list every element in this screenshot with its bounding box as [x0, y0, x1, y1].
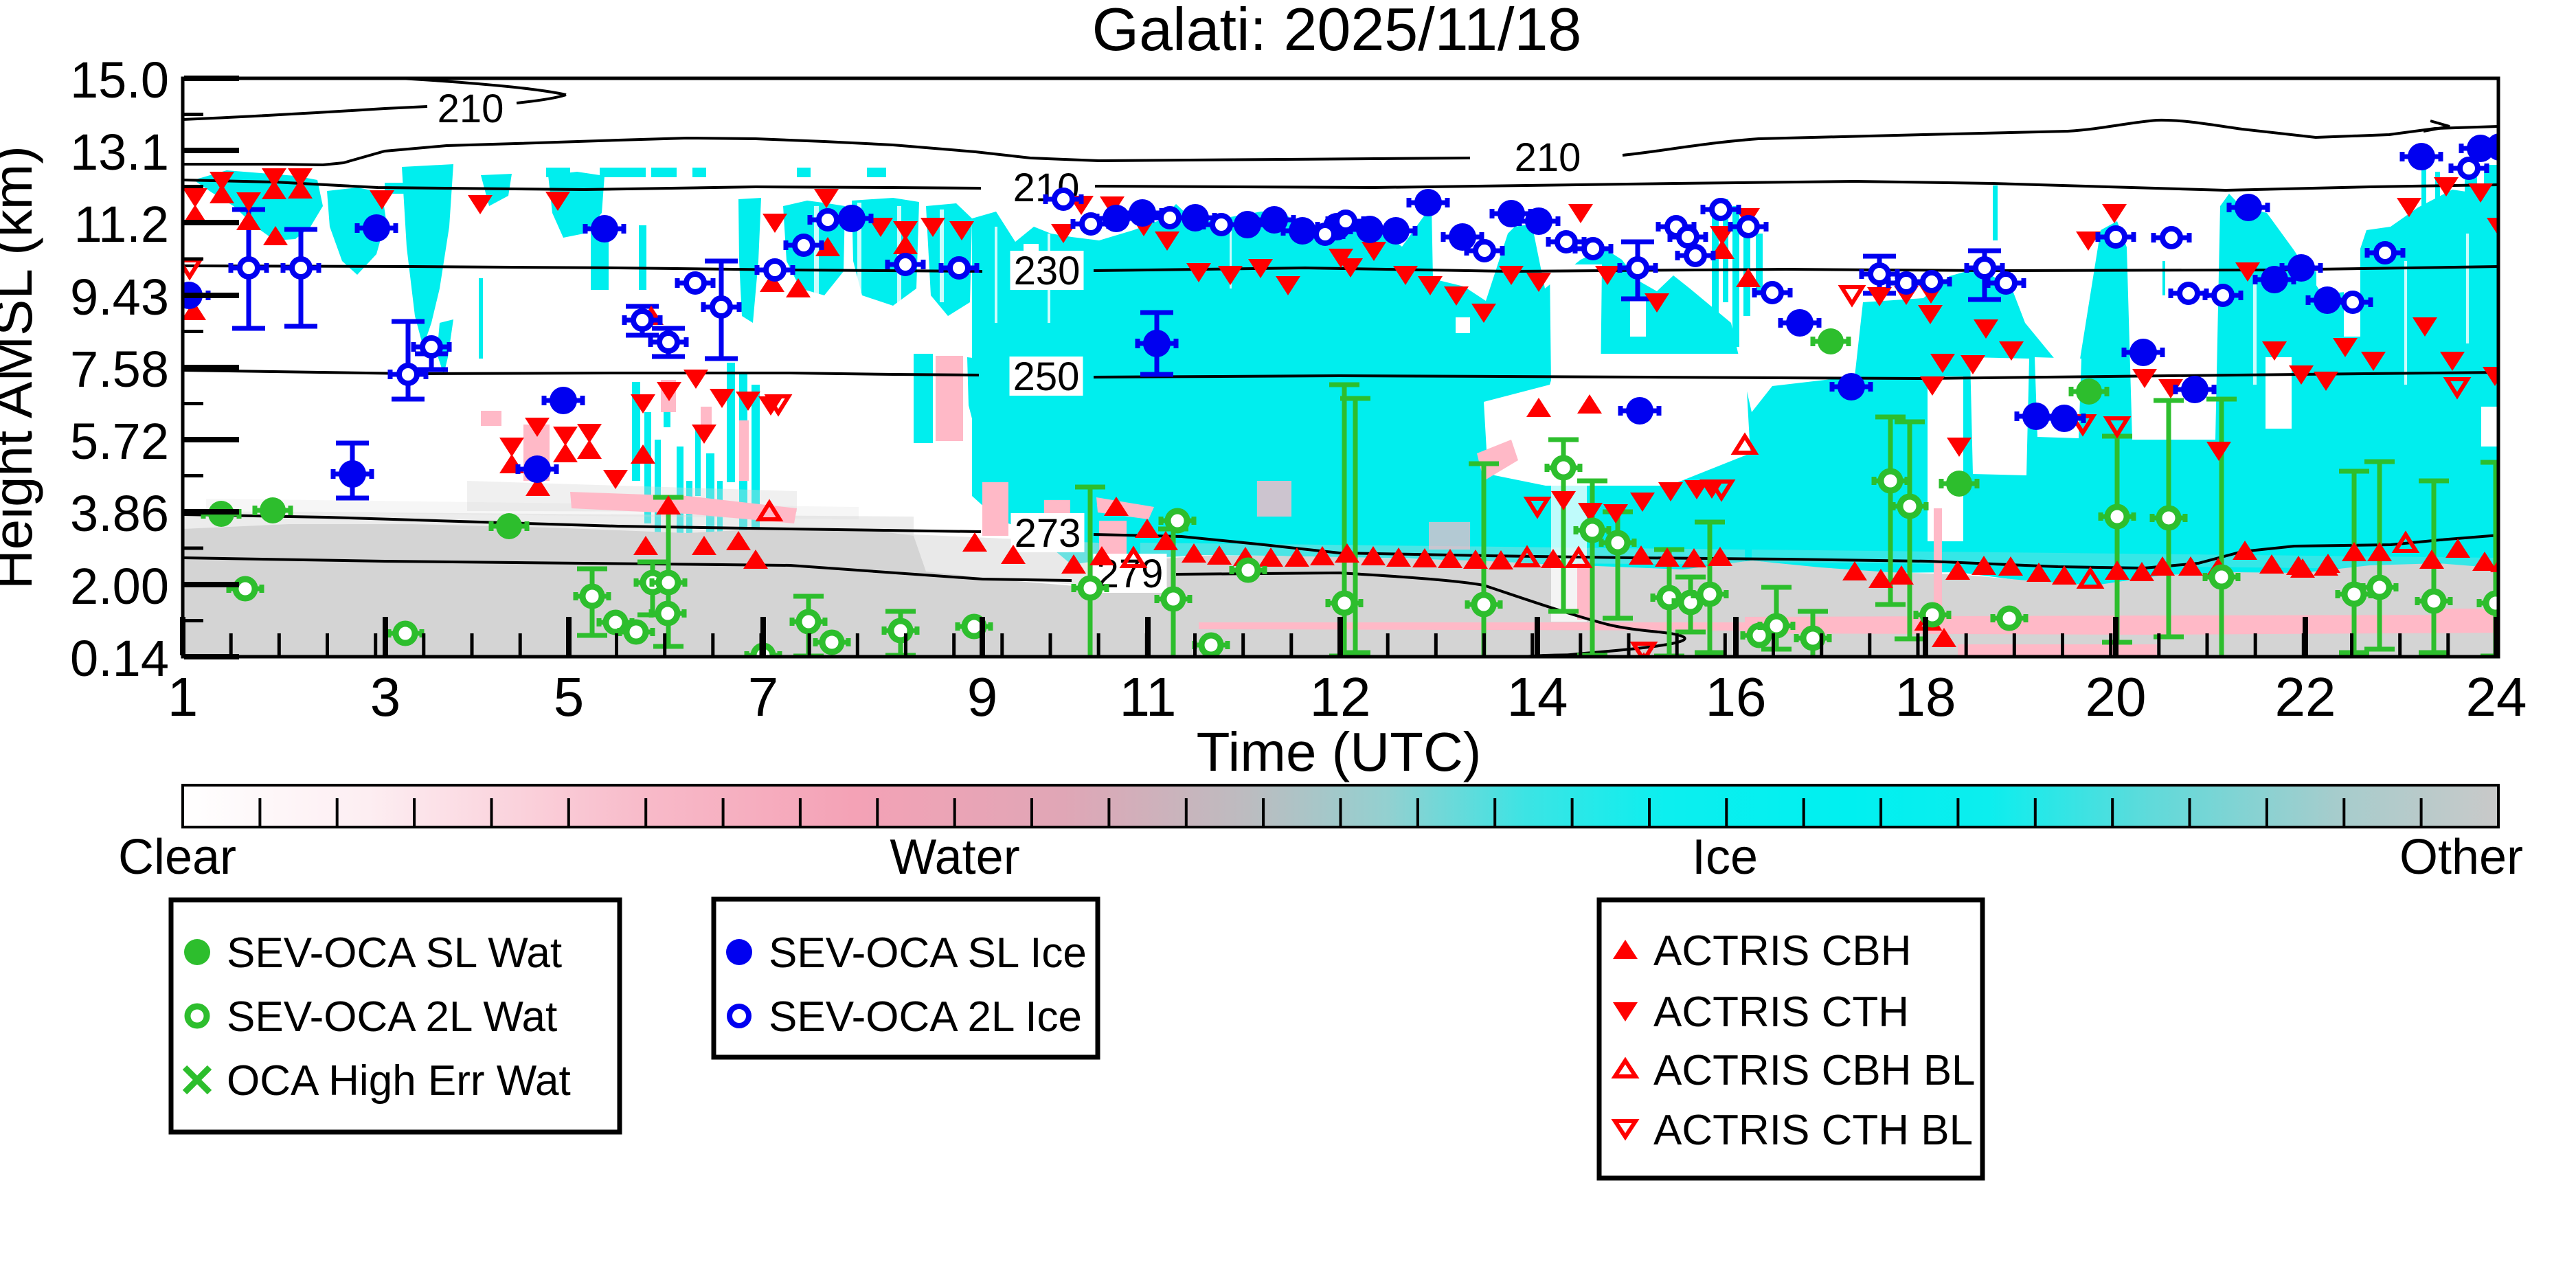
- svg-text:3: 3: [370, 666, 401, 727]
- svg-text:230: 230: [1014, 249, 1081, 293]
- svg-text:ACTRIS CBH: ACTRIS CBH: [1653, 927, 1911, 975]
- svg-text:18: 18: [1895, 666, 1956, 727]
- svg-text:13.1: 13.1: [70, 124, 169, 181]
- svg-text:0.14: 0.14: [70, 630, 169, 687]
- svg-text:2.00: 2.00: [70, 558, 169, 615]
- svg-text:15.0: 15.0: [70, 52, 169, 109]
- svg-text:1: 1: [168, 666, 199, 727]
- svg-text:11: 11: [1119, 666, 1176, 727]
- svg-text:16: 16: [1706, 666, 1767, 727]
- svg-text:Time (UTC): Time (UTC): [1197, 721, 1482, 782]
- svg-text:SEV-OCA 2L Ice: SEV-OCA 2L Ice: [769, 993, 1082, 1041]
- svg-text:273: 273: [1015, 511, 1081, 556]
- svg-text:ACTRIS CTH: ACTRIS CTH: [1653, 988, 1909, 1036]
- svg-text:SEV-OCA 2L Wat: SEV-OCA 2L Wat: [227, 993, 557, 1041]
- svg-text:5: 5: [554, 666, 585, 727]
- svg-text:Height AMSL (km): Height AMSL (km): [0, 146, 43, 589]
- svg-text:7.58: 7.58: [70, 341, 169, 398]
- svg-text:SEV-OCA SL Ice: SEV-OCA SL Ice: [769, 929, 1087, 977]
- svg-text:14: 14: [1507, 666, 1568, 727]
- svg-text:20: 20: [2086, 666, 2147, 727]
- svg-text:11.2: 11.2: [74, 196, 169, 253]
- svg-text:210: 210: [1515, 135, 1581, 180]
- svg-text:Water: Water: [890, 830, 1019, 885]
- svg-text:7: 7: [748, 666, 779, 727]
- svg-text:ACTRIS CTH BL: ACTRIS CTH BL: [1653, 1107, 1973, 1154]
- svg-text:22: 22: [2275, 666, 2336, 727]
- svg-text:9: 9: [967, 666, 998, 727]
- svg-text:Other: Other: [2399, 830, 2523, 885]
- svg-text:210: 210: [438, 87, 504, 131]
- svg-text:Ice: Ice: [1692, 830, 1758, 885]
- svg-text:ACTRIS CBH BL: ACTRIS CBH BL: [1653, 1047, 1976, 1094]
- svg-text:9.43: 9.43: [70, 269, 169, 326]
- svg-text:5.72: 5.72: [70, 413, 169, 470]
- svg-text:3.86: 3.86: [70, 485, 169, 542]
- svg-text:OCA High Err Wat: OCA High Err Wat: [227, 1057, 571, 1105]
- svg-text:Galati: 2025/11/18: Galati: 2025/11/18: [1092, 0, 1582, 63]
- svg-text:250: 250: [1013, 354, 1080, 399]
- svg-text:12: 12: [1310, 666, 1371, 727]
- svg-text:Clear: Clear: [118, 830, 236, 885]
- svg-text:SEV-OCA SL Wat: SEV-OCA SL Wat: [227, 929, 562, 977]
- svg-text:24: 24: [2466, 666, 2527, 727]
